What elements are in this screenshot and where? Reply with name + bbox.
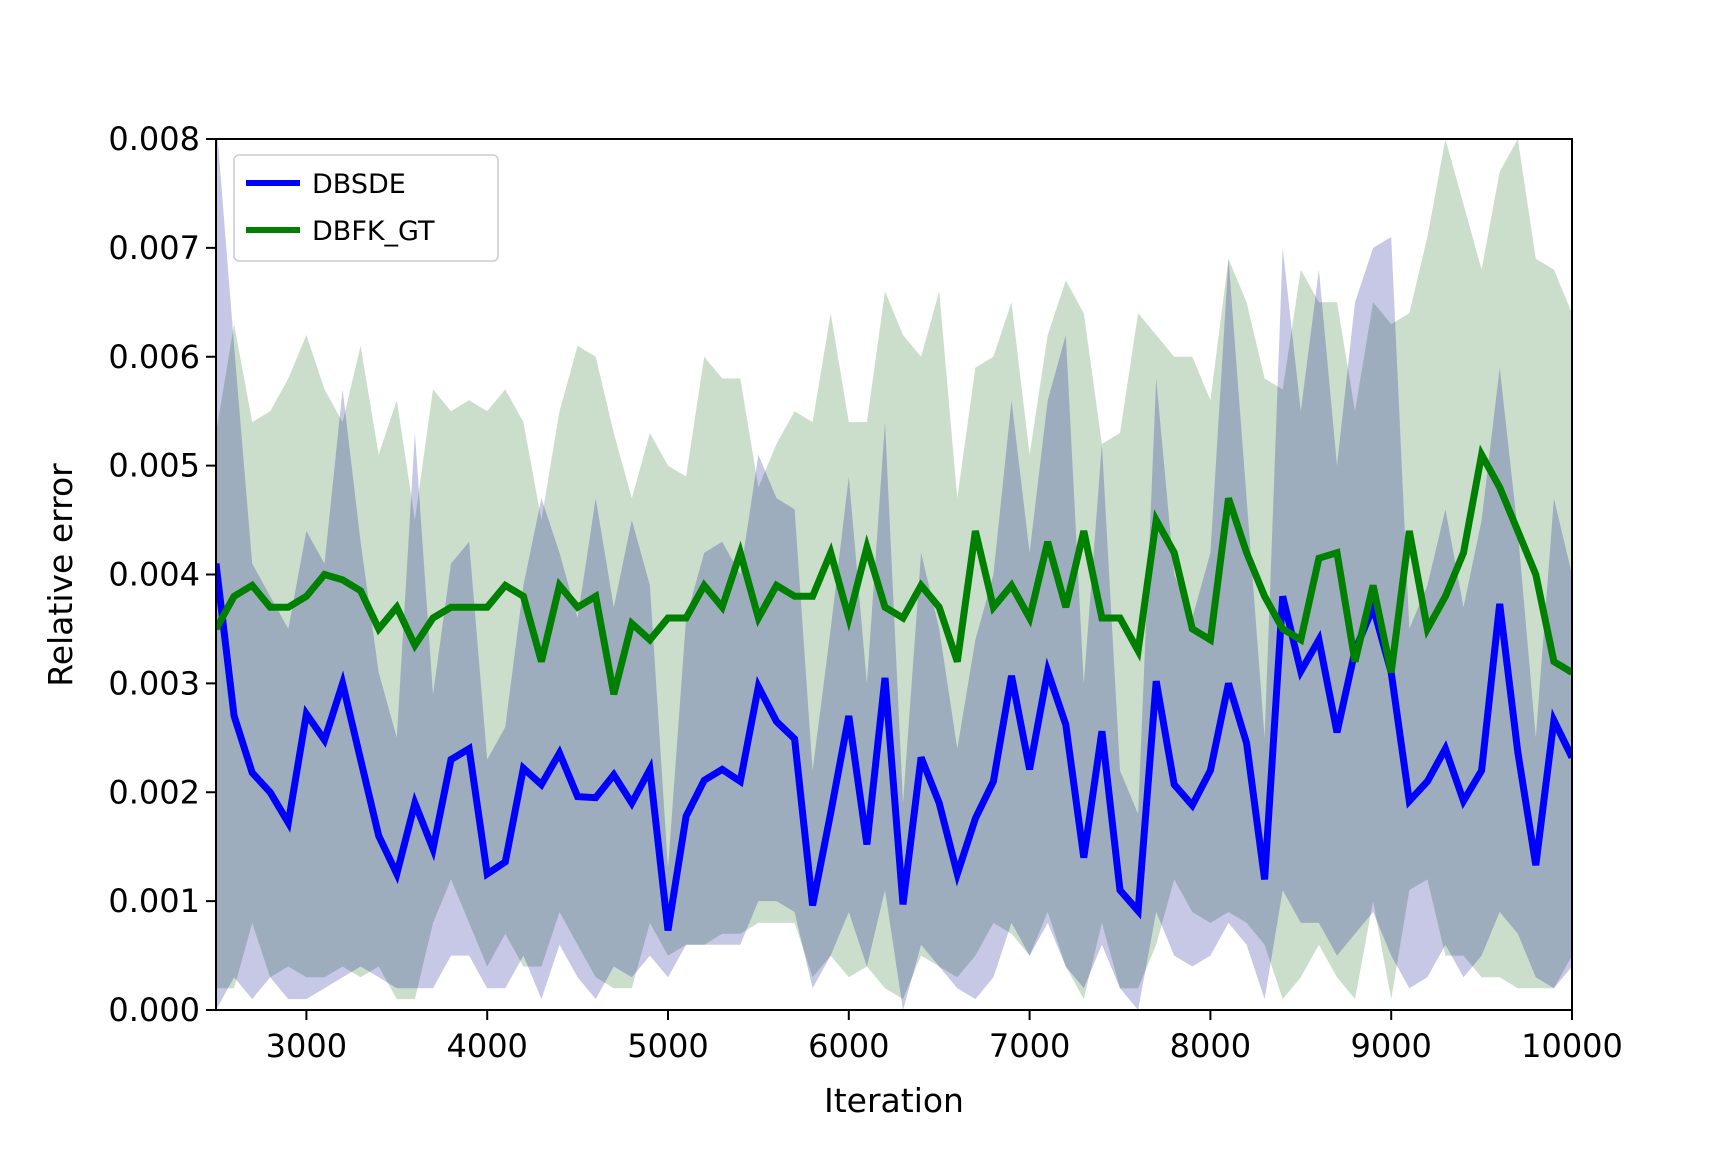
x-tick-label: 4000 [446,1027,527,1065]
band-dbsde [216,139,1572,1010]
legend-label-dbsde: DBSDE [312,169,406,200]
series-line-dbfk-gt [216,444,1572,696]
y-tick-label: 0.003 [108,664,200,702]
y-tick-label: 0.006 [108,338,200,376]
y-tick-label: 0.000 [108,991,200,1029]
x-tick-label: 7000 [989,1027,1070,1065]
y-axis: 0.000 0.001 0.002 0.003 0.004 0.005 0.006 0.007… [108,120,216,1029]
y-axis-label: Relative error [41,463,80,687]
legend: DBSDE DBFK_GT [233,154,499,262]
confidence-bands [216,139,1572,1010]
x-tick-label: 3000 [266,1027,347,1065]
y-tick-label: 0.008 [108,120,200,158]
y-tick-label: 0.001 [108,882,200,920]
y-tick-label: 0.007 [108,229,200,267]
x-axis-label: Iteration [824,1081,964,1120]
series-line-dbsde [216,563,1572,932]
x-tick-label: 5000 [627,1027,708,1065]
y-tick-label: 0.005 [108,447,200,485]
x-tick-label: 8000 [1170,1027,1251,1065]
x-tick-label: 6000 [808,1027,889,1065]
legend-label-dbfk-gt: DBFK_GT [312,216,435,247]
y-tick-label: 0.002 [108,773,200,811]
x-axis: 3000 4000 5000 6000 7000 8000 9000 10000 [266,1010,1623,1065]
series-lines [216,444,1572,932]
x-tick-label: 9000 [1350,1027,1431,1065]
y-tick-label: 0.004 [108,556,200,594]
x-tick-label: 10000 [1521,1027,1623,1065]
band-dbfk-gt [216,139,1572,1000]
